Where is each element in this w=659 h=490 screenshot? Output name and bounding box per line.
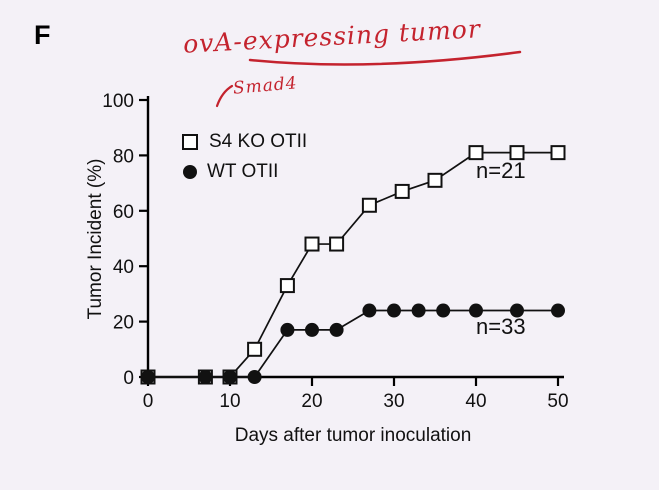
legend-label-s4ko: S4 KO OTII (209, 131, 308, 152)
x-axis-title: Days after tumor inoculation (234, 425, 472, 446)
filled-circle-point (223, 370, 237, 384)
y-tick-label: 80 (113, 146, 134, 167)
x-tick-label: 50 (547, 391, 568, 412)
filled-circle-point (469, 303, 483, 318)
y-tick-label: 20 (113, 313, 134, 334)
filled-circle-point (280, 322, 295, 337)
n-label-wt: n=33 (476, 314, 526, 339)
x-tick-label: 10 (219, 391, 240, 412)
open-square-point (427, 172, 443, 188)
open-square-point (550, 145, 566, 161)
y-tick-label: 60 (113, 202, 134, 223)
filled-circle-point (329, 322, 344, 337)
open-square-marker-icon (182, 134, 198, 150)
open-square-point (361, 197, 377, 213)
n-label-s4ko: n=21 (476, 158, 526, 183)
filled-circle-point (362, 303, 377, 318)
open-square-point (279, 278, 295, 294)
legend-item-s4ko: S4 KO OTII (182, 127, 307, 157)
open-square-point (304, 236, 320, 252)
chart-legend: S4 KO OTII WT OTII (182, 127, 307, 187)
filled-circle-point (247, 370, 262, 384)
y-axis-title: Tumor Incident (%) (85, 158, 106, 320)
y-tick-label: 40 (113, 257, 134, 278)
open-square-point (509, 145, 525, 161)
open-square-point (329, 236, 345, 252)
legend-item-wt: WT OTII (182, 157, 307, 187)
x-tick-label: 40 (465, 391, 486, 412)
filled-circle-point (436, 303, 451, 318)
filled-circle-point (510, 303, 524, 318)
open-square-point (247, 341, 263, 357)
legend-label-wt: WT OTII (207, 161, 279, 182)
y-tick-label: 100 (102, 91, 134, 112)
filled-circle-point (551, 303, 565, 318)
x-tick-label: 0 (143, 391, 154, 412)
filled-circle-point (411, 303, 426, 318)
y-tick-label: 0 (123, 368, 134, 389)
panel-label: F (34, 20, 51, 50)
filled-circle-point (198, 370, 213, 384)
x-tick-label: 20 (301, 391, 322, 412)
filled-circle-point (305, 322, 319, 337)
open-square-point (394, 183, 410, 199)
filled-circle-point (141, 370, 155, 384)
filled-circle-marker-icon (183, 165, 197, 179)
filled-circle-point (387, 303, 401, 318)
x-tick-label: 30 (383, 391, 404, 412)
open-square-point (468, 145, 484, 161)
